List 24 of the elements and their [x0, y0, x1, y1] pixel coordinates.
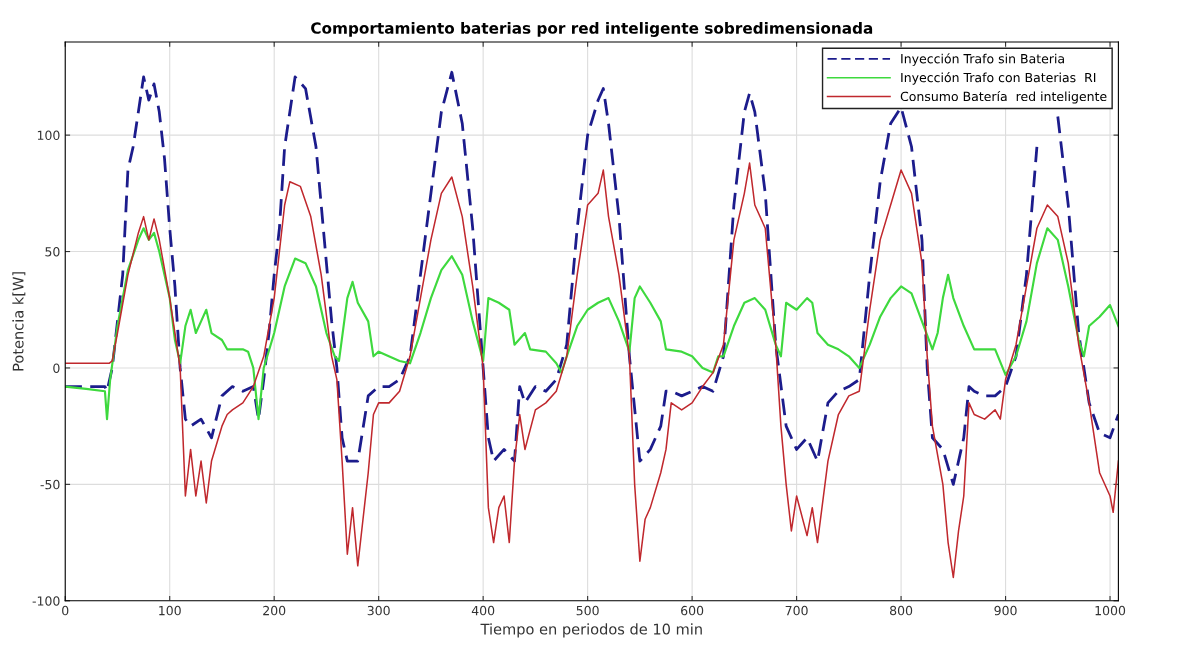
y-axis-title: Potencia k[W]: [12, 272, 26, 371]
x-axis-title: Tiempo en periodos de 10 min: [480, 623, 702, 638]
x-tick-label: 800: [890, 605, 913, 616]
x-tick-label: 0: [62, 605, 69, 616]
line-series: [65, 227, 1119, 421]
legend-label: Consumo Batería red inteligente: [900, 90, 1107, 104]
x-tick-label: 900: [994, 605, 1017, 616]
legend-label: Inyección Trafo con Baterias RI: [901, 72, 1096, 85]
y-tick-label: -100: [32, 596, 60, 606]
x-tick-label: 200: [263, 605, 286, 616]
x-tick-label: 500: [576, 605, 599, 616]
line-series: [65, 162, 1119, 579]
x-tick-label: 1000: [1095, 605, 1126, 616]
x-tick-label: 600: [681, 605, 704, 616]
x-tick-label: 700: [785, 605, 808, 616]
y-tick-label: 0: [53, 363, 60, 373]
y-tick-label: 100: [37, 130, 60, 141]
chart-title: Comportamiento baterias por red inteligente sobredimensionada: [311, 22, 873, 37]
x-tick-label: 100: [159, 605, 181, 616]
y-tick-label: 50: [45, 247, 60, 257]
x-tick-label: 300: [367, 605, 390, 616]
y-tick-label: -50: [40, 479, 60, 490]
x-tick-label: 400: [471, 605, 495, 616]
legend-label: Inyección Trafo sin Bateria: [901, 53, 1064, 66]
